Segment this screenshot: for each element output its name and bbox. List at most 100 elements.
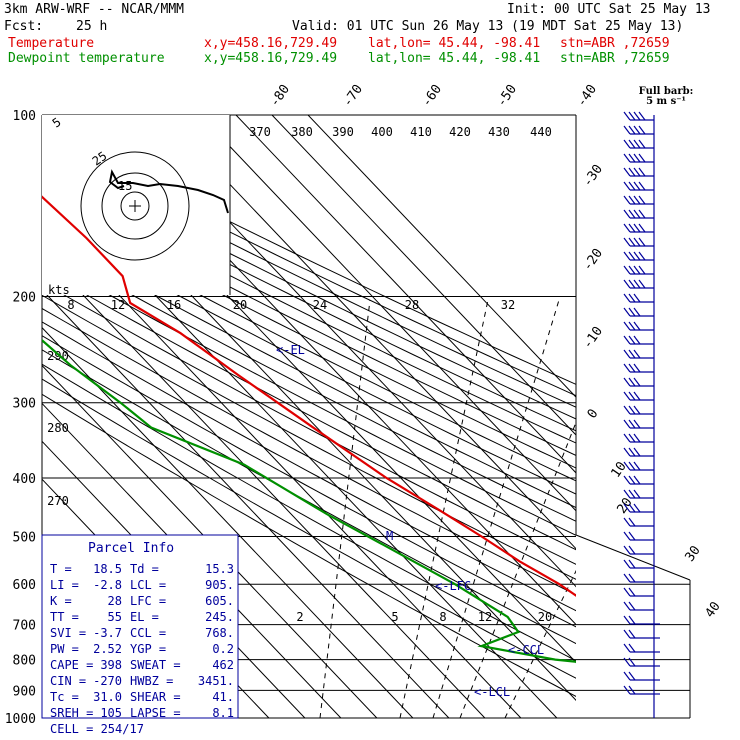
theta-label: 430: [488, 125, 510, 139]
dewpoint-xy: x,y=458.16,729.49: [204, 51, 338, 66]
parcel-param-value: 55: [108, 610, 122, 624]
wind-barb-feather: [638, 125, 646, 135]
theta-label: 380: [291, 125, 313, 139]
dry-adiabat-line: [42, 198, 576, 469]
isotherm-label: 30: [682, 543, 703, 564]
wind-barb-feather: [633, 335, 641, 345]
isotherm-labels: -80 -70 -60 -50 -40 -30 -20 -10 0 10 20 30 40: [267, 82, 724, 621]
wind-barb-feather: [638, 279, 646, 289]
dry-adiabat-line: [42, 145, 576, 408]
parcel-info-box: Parcel Info T = 18.5 Td = 15.3 LI = -2.8 LCL = 9…: [41, 534, 239, 736]
pressure-tick-label: 200: [13, 291, 36, 306]
wind-barb-feather: [628, 125, 636, 135]
wind-barb-feather: [638, 237, 646, 247]
pressure-tick-label: 100: [13, 109, 36, 124]
hodograph-ring: [120, 191, 150, 221]
wind-legend-title: Full barb:: [639, 86, 694, 97]
wind-barb-feather: [628, 419, 636, 429]
wind-barb-feather: [633, 237, 641, 247]
wind-barb-feather: [628, 559, 636, 569]
parcel-param-name: LCL =: [130, 578, 166, 592]
parcel-param-value: 768.: [205, 626, 234, 640]
forecast-label: Fcst:: [4, 19, 44, 34]
parcel-param-name: TT =: [50, 610, 79, 624]
dry-adiabat-line: [42, 221, 576, 495]
wind-barb-feather: [628, 335, 636, 345]
wind-barb-feather: [633, 349, 641, 359]
dry-adiabat-line: [42, 349, 576, 645]
dry-adiabat-line: [42, 256, 576, 536]
wind-barb-feather: [628, 475, 636, 485]
wind-barb-feather: [628, 447, 636, 457]
wind-barb-feather: [628, 111, 636, 121]
parcel-param-name: LAPSE =: [130, 706, 181, 720]
wind-barb-feather: [638, 251, 646, 261]
isotherm-line: [307, 115, 576, 398]
isotherm-label: 40: [702, 599, 723, 620]
parcel-param-name: SWEAT =: [130, 658, 181, 672]
parcel-param-name: K =: [50, 594, 72, 608]
parcel-param-name: SREH =: [50, 706, 93, 720]
theta-label: 390: [332, 125, 354, 139]
wind-barb-feather: [623, 503, 631, 513]
parcel-param-value: -2.8: [93, 578, 122, 592]
parcel-param-name: Td =: [130, 562, 159, 576]
wind-barb-feather: [623, 573, 631, 583]
wind-barb-feather: [628, 153, 636, 163]
hodograph-ring: [80, 151, 190, 261]
dry-adiabat-line: [42, 335, 576, 628]
header: 3km ARW-WRF -- NCAR/MMM Init: 00 UTC Sat…: [0, 0, 740, 70]
wind-barb-feather: [623, 237, 631, 247]
wind-barb-feather: [628, 279, 636, 289]
wind-barb-feather: [638, 195, 646, 205]
parcel-param-value: -3.7: [93, 626, 122, 640]
wind-barb-feather: [628, 517, 636, 527]
mixing-ratio-line: [432, 299, 560, 718]
init-time: Init: 00 UTC Sat 25 May 13: [507, 2, 711, 17]
theta-label: 410: [410, 125, 432, 139]
sounding-profiles: [42, 195, 576, 663]
dry-adiabat-line: [42, 176, 576, 444]
parcel-param-name: HWBZ =: [130, 674, 173, 688]
wind-barbs: Full barb:5 m s⁻¹: [623, 86, 694, 718]
wind-barb-feather: [628, 363, 636, 373]
temperature-legend: Temperature: [8, 36, 95, 51]
wind-barb-feather: [623, 587, 631, 597]
wind-barb-feather: [638, 223, 646, 233]
hodograph-trace: [108, 169, 229, 214]
wind-barb-feather: [623, 125, 631, 135]
dry-adiabat-line: [42, 232, 576, 509]
wind-barb-feather: [623, 671, 631, 681]
dry-adiabat-line: [42, 244, 576, 522]
wind-barb-feather: [633, 503, 641, 513]
theta-e-label: 16: [167, 298, 181, 312]
wind-barb-feather: [633, 461, 641, 471]
isotherm-line: [42, 402, 342, 718]
isotherm-label: 10: [608, 459, 629, 480]
temperature-latlon: lat,lon= 45.44, -98.41: [368, 36, 541, 51]
dry-adiabat-line: [42, 281, 576, 565]
wind-barb-feather: [623, 545, 631, 555]
parcel-param-value: 245.: [205, 610, 234, 624]
isotherm-line: [163, 115, 576, 550]
wind-barb-feather: [633, 433, 641, 443]
wind-barb-feather: [623, 391, 631, 401]
mixing-ratio-line: [459, 420, 576, 718]
wind-barb-feather: [623, 349, 631, 359]
wind-barb-feather: [623, 377, 631, 387]
hodograph-ring: [101, 172, 169, 240]
pressure-tick-label: 900: [13, 684, 36, 699]
wind-barb-feather: [623, 629, 631, 639]
wind-barb-feather: [623, 419, 631, 429]
wind-barb-feather: [623, 167, 631, 177]
wind-barb-feather: [623, 111, 631, 121]
parcel-info-title: Parcel Info: [88, 541, 174, 556]
wind-barb-feather: [623, 559, 631, 569]
wind-barb-feather: [633, 111, 641, 121]
wind-barb-feather: [623, 209, 631, 219]
parcel-param-name: PW =: [50, 642, 79, 656]
wind-barb-feather: [633, 223, 641, 233]
wind-barb-feather: [638, 153, 646, 163]
level-marker: <-EL: [276, 343, 305, 357]
